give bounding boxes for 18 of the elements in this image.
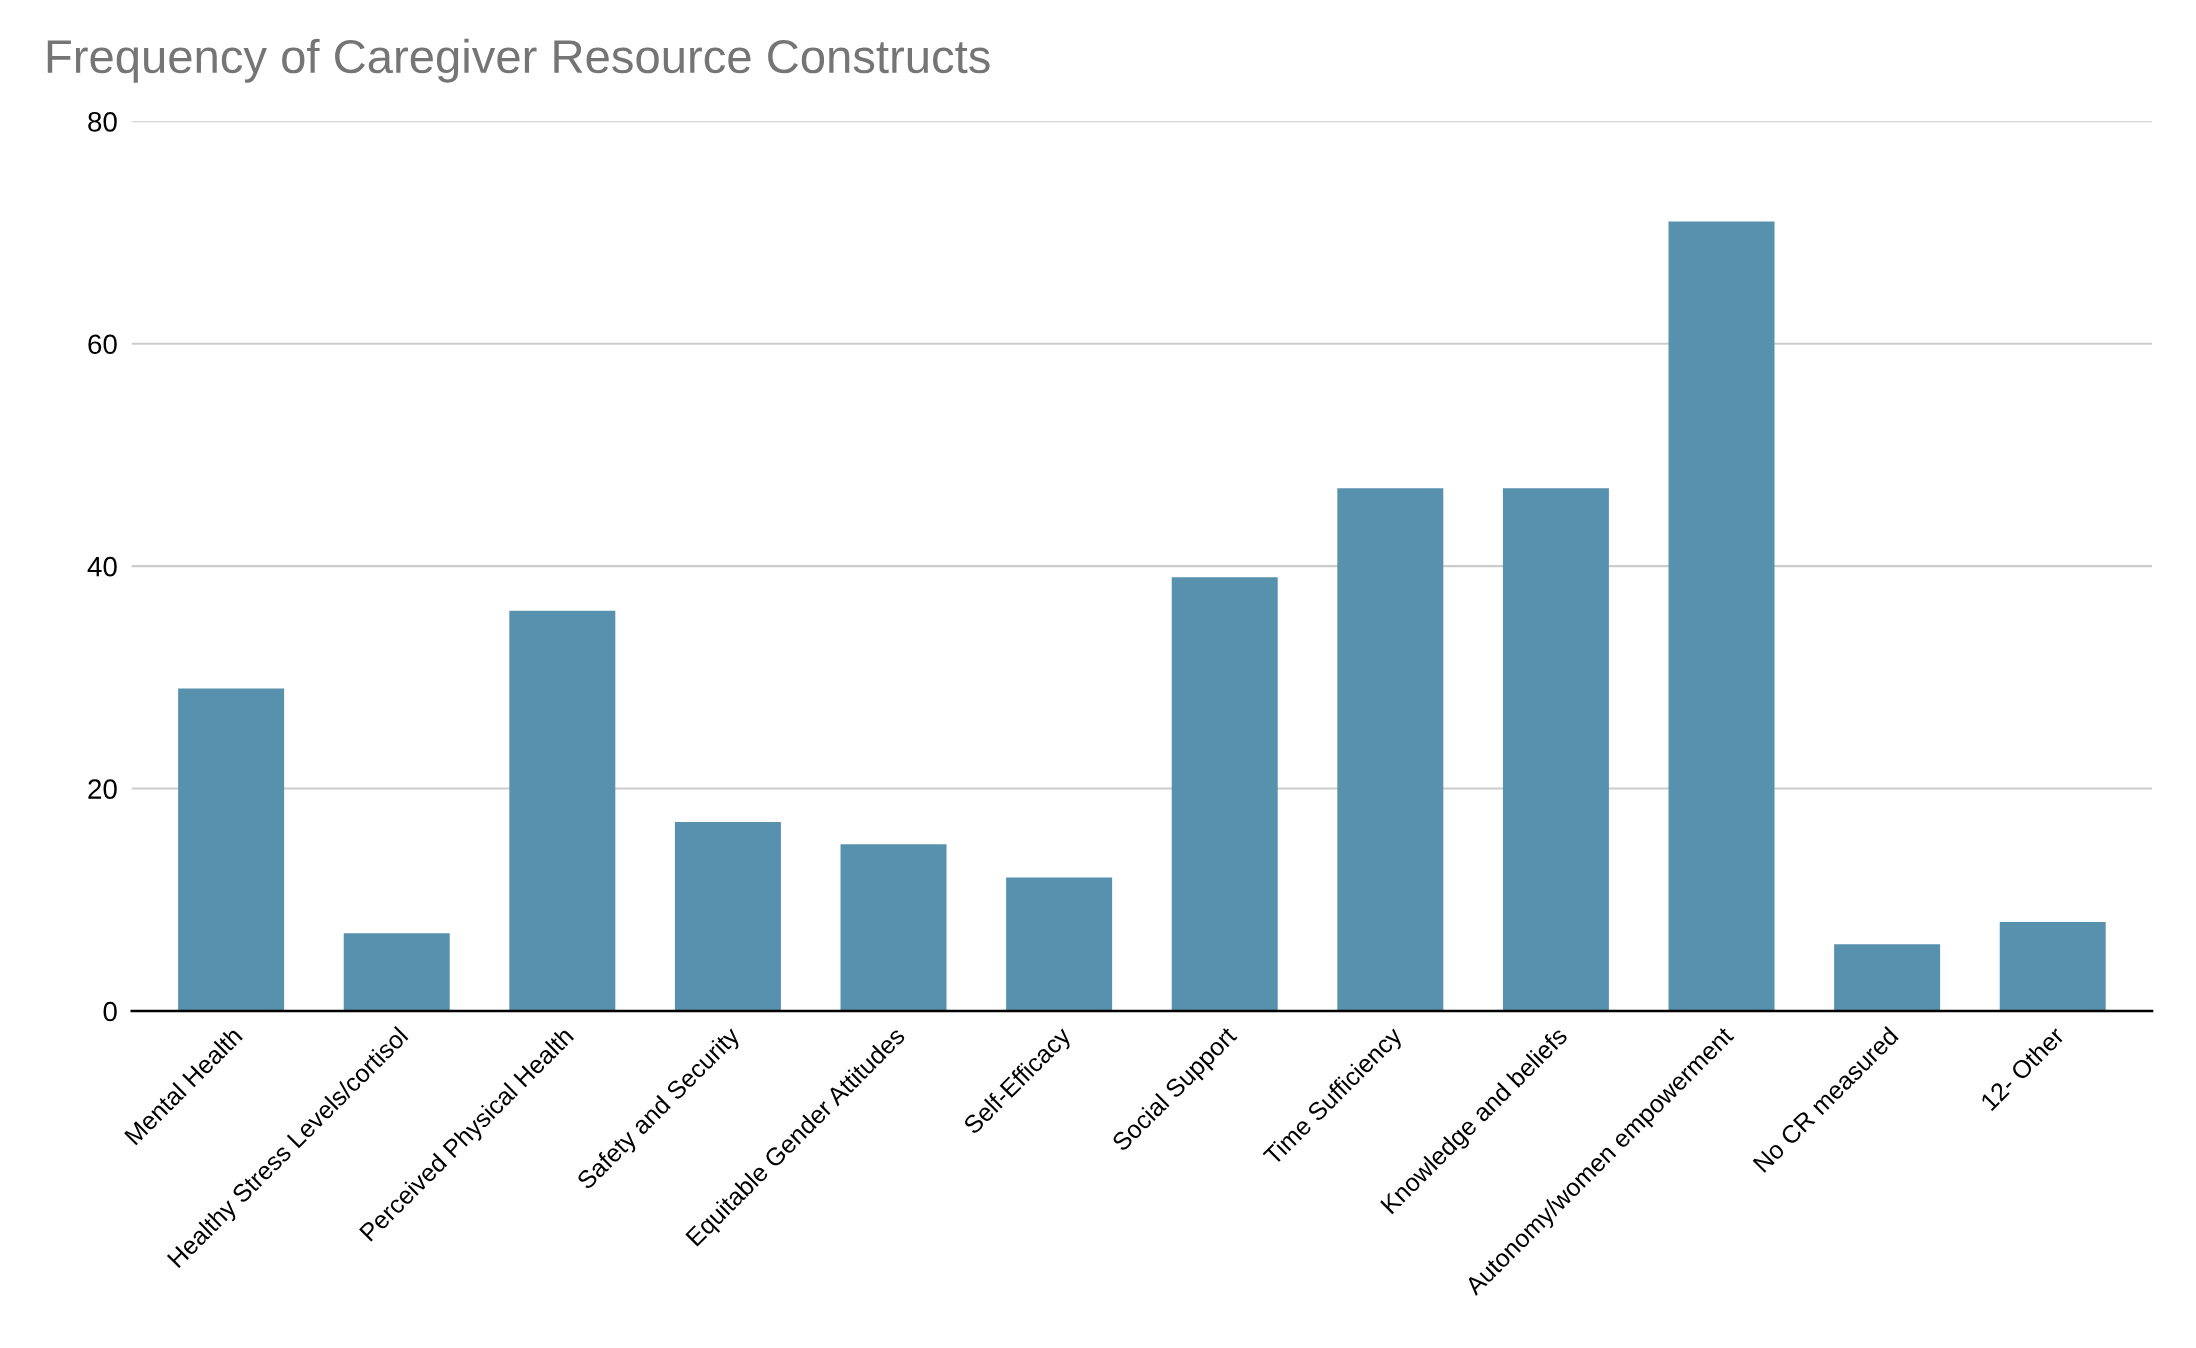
- bar: [1999, 922, 2106, 1011]
- bar: [509, 610, 616, 1011]
- bar: [1834, 944, 1941, 1011]
- y-tick-label: 40: [87, 556, 117, 577]
- y-tick-label: 60: [88, 334, 117, 355]
- bar: [1502, 488, 1609, 1011]
- y-tick-label: 0: [103, 1001, 117, 1022]
- y-tick-label: 80: [88, 111, 117, 132]
- bar: [343, 933, 450, 1011]
- bar: [1171, 577, 1278, 1011]
- bar: [1668, 221, 1775, 1011]
- bar: [840, 844, 947, 1011]
- bar: [178, 688, 285, 1011]
- chart-title: Frequency of Caregiver Resource Constructs: [47, 38, 990, 83]
- bar: [674, 821, 781, 1011]
- bar: [1006, 877, 1113, 1011]
- y-tick-label: 20: [88, 779, 117, 799]
- bar: [1337, 488, 1444, 1011]
